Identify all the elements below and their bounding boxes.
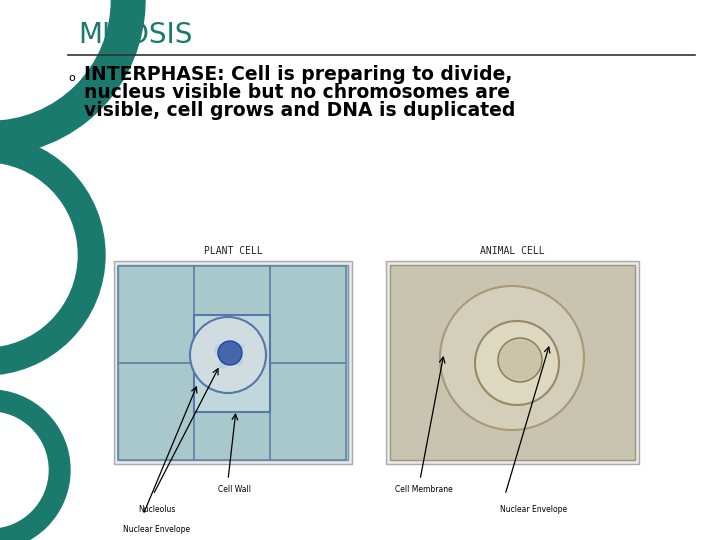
Bar bbox=[386, 261, 639, 464]
Circle shape bbox=[190, 317, 266, 393]
Text: Cell Membrane: Cell Membrane bbox=[395, 485, 453, 494]
Circle shape bbox=[475, 321, 559, 405]
Bar bbox=[118, 266, 194, 363]
Circle shape bbox=[236, 343, 244, 351]
Text: ANIMAL CELL: ANIMAL CELL bbox=[480, 246, 544, 256]
Bar bbox=[270, 266, 346, 363]
Text: Nuclear Envelope: Nuclear Envelope bbox=[123, 525, 190, 534]
Circle shape bbox=[0, 163, 77, 347]
Bar bbox=[194, 266, 270, 363]
Text: nucleus visible but no chromosomes are: nucleus visible but no chromosomes are bbox=[84, 83, 510, 102]
Circle shape bbox=[0, 0, 145, 155]
Circle shape bbox=[0, 0, 110, 120]
Bar bbox=[194, 315, 270, 412]
Bar bbox=[194, 363, 270, 460]
Text: PLANT CELL: PLANT CELL bbox=[204, 246, 262, 256]
Circle shape bbox=[233, 356, 243, 366]
Text: Nucleolus: Nucleolus bbox=[138, 505, 176, 514]
Circle shape bbox=[0, 412, 48, 528]
Text: Nuclear Envelope: Nuclear Envelope bbox=[500, 505, 567, 514]
Circle shape bbox=[498, 338, 542, 382]
Bar bbox=[118, 363, 194, 460]
Text: visible, cell grows and DNA is duplicated: visible, cell grows and DNA is duplicate… bbox=[84, 100, 516, 119]
Bar bbox=[390, 265, 635, 460]
Circle shape bbox=[440, 286, 584, 430]
Circle shape bbox=[214, 344, 226, 356]
Bar bbox=[270, 363, 346, 460]
Circle shape bbox=[220, 345, 236, 361]
Circle shape bbox=[219, 361, 227, 369]
Circle shape bbox=[0, 390, 70, 540]
Circle shape bbox=[218, 341, 242, 365]
Text: INTERPHASE: Cell is preparing to divide,: INTERPHASE: Cell is preparing to divide, bbox=[84, 64, 513, 84]
Bar bbox=[114, 261, 352, 464]
Text: MITOSIS: MITOSIS bbox=[78, 21, 192, 49]
Bar bbox=[118, 265, 348, 460]
Text: o: o bbox=[68, 73, 75, 83]
Text: Cell Wall: Cell Wall bbox=[218, 485, 251, 494]
Circle shape bbox=[0, 135, 105, 375]
